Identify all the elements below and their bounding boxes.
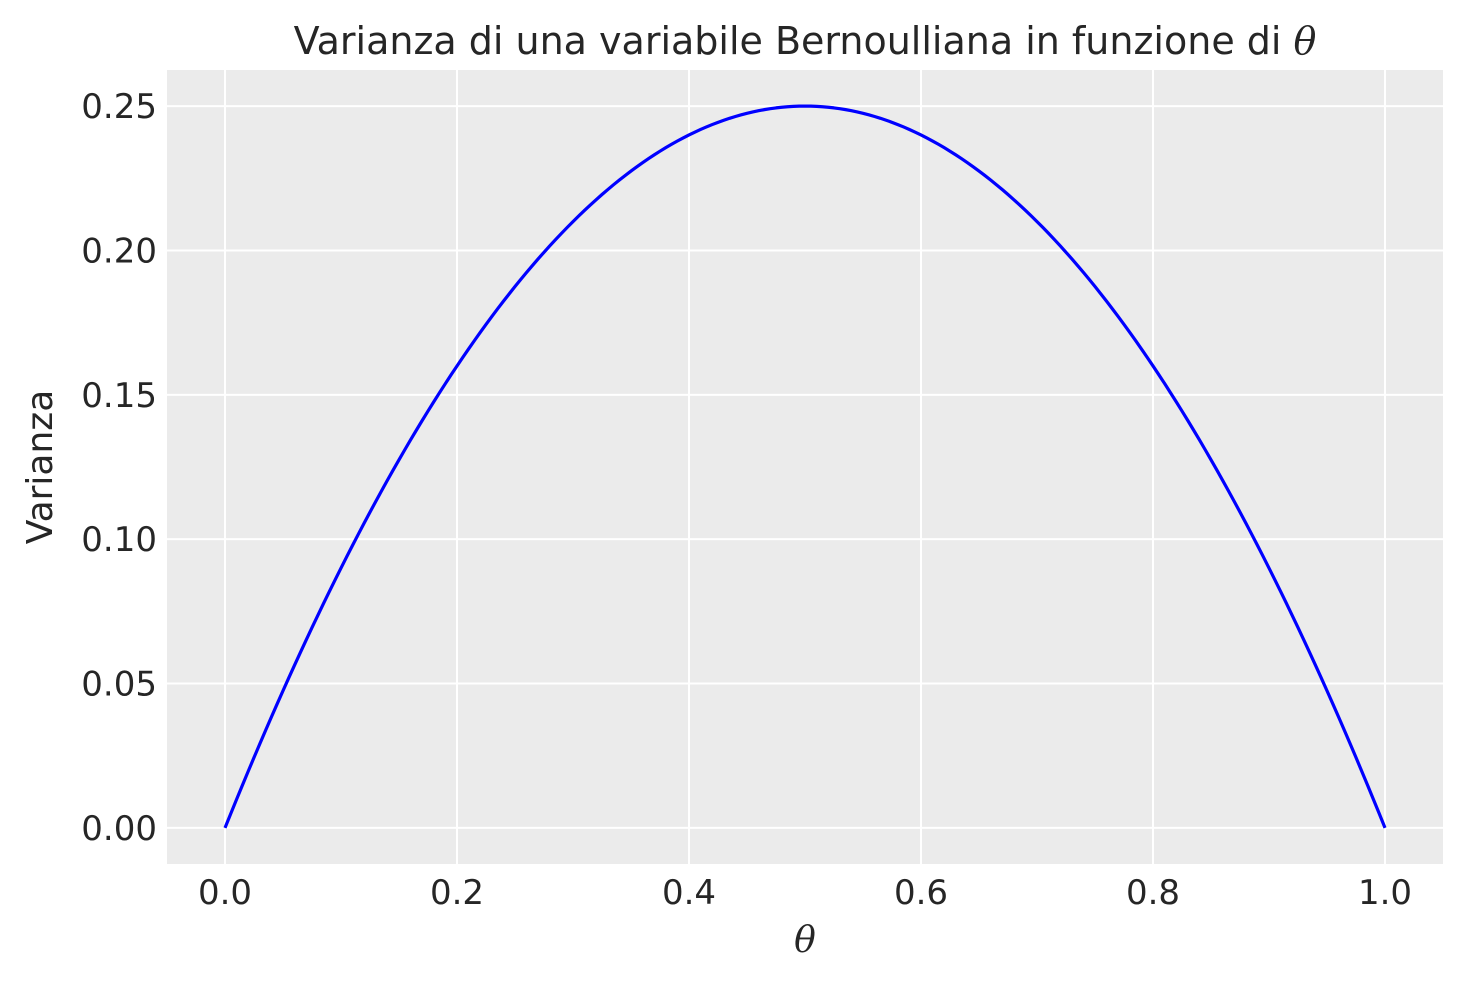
x-tick-label: 0.6 xyxy=(894,873,948,913)
x-tick-label: 0.4 xyxy=(662,873,716,913)
chart-title: Varianza di una variabile Bernoulliana i… xyxy=(294,19,1317,63)
series-line xyxy=(223,104,1387,829)
x-axis-label: θ xyxy=(794,920,816,961)
y-tick-label: 0.20 xyxy=(81,231,157,271)
y-tick-label: 0.15 xyxy=(81,376,157,416)
x-tick-label: 0.2 xyxy=(430,873,484,913)
plot-area xyxy=(167,70,1443,864)
chart-title-symbol: θ xyxy=(1294,19,1317,63)
y-tick-label: 0.00 xyxy=(81,809,157,849)
x-tick-label: 0.8 xyxy=(1126,873,1180,913)
chart-title-text: Varianza di una variabile Bernoulliana i… xyxy=(294,19,1282,63)
y-tick-label: 0.05 xyxy=(81,665,157,705)
y-tick-label: 0.10 xyxy=(81,520,157,560)
x-tick-label: 1.0 xyxy=(1358,873,1412,913)
y-axis-label: Varianza xyxy=(20,390,61,545)
series-group xyxy=(223,104,1387,829)
y-tick-label: 0.25 xyxy=(81,87,157,127)
x-tick-label: 0.0 xyxy=(198,873,252,913)
y-axis-ticks: 0.00 0.05 0.10 0.15 0.20 0.25 xyxy=(81,87,157,849)
x-axis-ticks: 0.0 0.2 0.4 0.6 0.8 1.0 xyxy=(198,873,1412,913)
grid xyxy=(167,70,1443,864)
